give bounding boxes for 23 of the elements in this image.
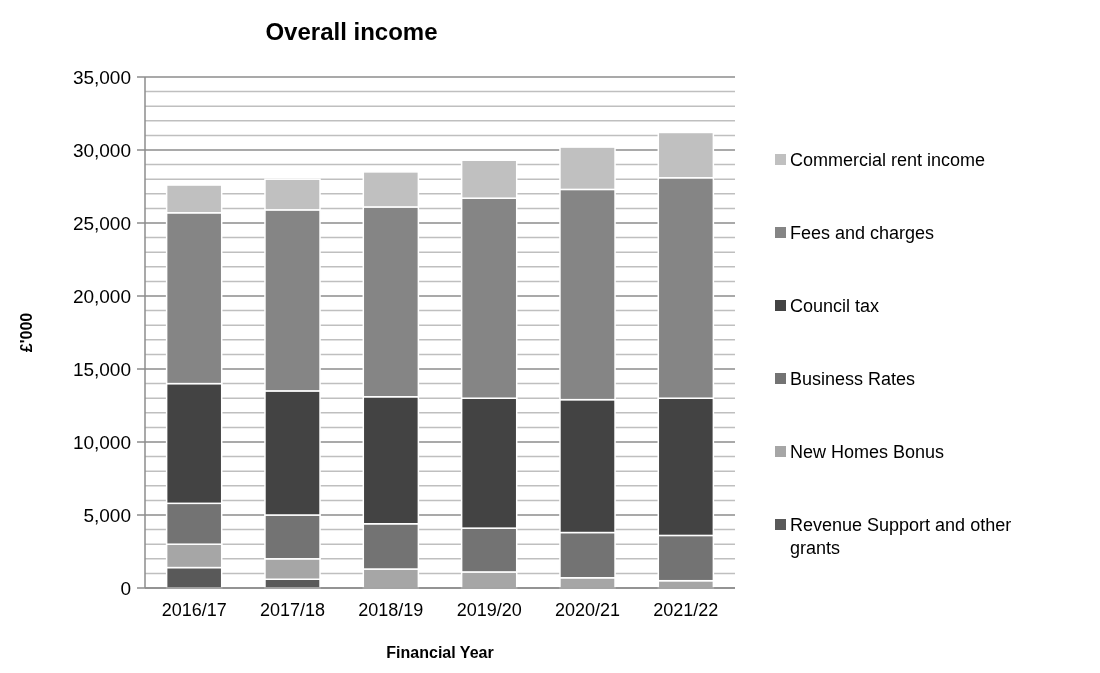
y-tick-label: 0 [120, 577, 131, 599]
legend-label: Council tax [790, 296, 880, 317]
x-tick-label: 2017/18 [259, 600, 326, 620]
x-tick-label: 2018/19 [358, 600, 424, 620]
chart-title: Overall income [265, 18, 438, 45]
y-tick-label: 5,000 [83, 504, 131, 526]
x-tick-label: 2021/22 [653, 600, 719, 620]
x-tick-label: 2016/17 [161, 600, 227, 620]
x-tick-label: 2019/20 [456, 600, 522, 620]
y-tick-label: 10,000 [72, 431, 131, 453]
legend-label: Revenue Support and other grants [790, 515, 1012, 558]
y-tick-label: 20,000 [72, 285, 131, 307]
x-axis-title: Financial Year [386, 644, 494, 661]
y-tick-label: 30,000 [72, 139, 131, 161]
y-tick-label: 15,000 [72, 358, 131, 380]
y-axis-title: £'000 [18, 312, 35, 353]
y-tick-label: 35,000 [72, 66, 131, 88]
legend-label: Business Rates [790, 369, 916, 390]
legend-label: New Homes Bonus [790, 442, 945, 463]
legend-label: Fees and charges [790, 223, 935, 244]
legend-label: Commercial rent income [790, 150, 986, 171]
x-tick-label: 2020/21 [554, 600, 621, 620]
y-tick-label: 25,000 [72, 212, 131, 234]
